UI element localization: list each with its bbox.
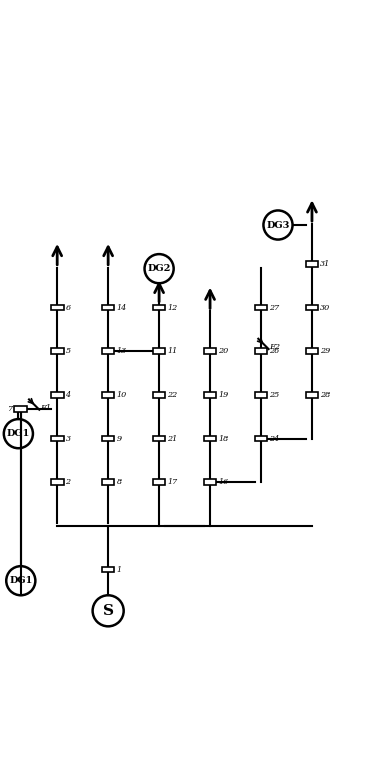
Bar	[153, 348, 165, 354]
Text: 26: 26	[269, 347, 280, 355]
Text: 17: 17	[167, 478, 178, 486]
Bar	[102, 392, 115, 398]
Bar	[153, 479, 165, 485]
Text: 1: 1	[117, 566, 122, 573]
Text: 19: 19	[218, 391, 229, 399]
Bar	[204, 348, 216, 354]
Bar	[153, 305, 165, 310]
Bar	[153, 435, 165, 441]
Text: 24: 24	[269, 434, 280, 442]
Text: 27: 27	[269, 303, 280, 311]
Text: 18: 18	[218, 434, 229, 442]
Bar	[255, 435, 267, 441]
Text: 9: 9	[117, 434, 122, 442]
Bar	[51, 479, 63, 485]
Text: S: S	[103, 604, 114, 618]
Text: F1: F1	[39, 404, 51, 412]
Bar	[51, 305, 63, 310]
Bar	[51, 392, 63, 398]
Text: DG1: DG1	[9, 576, 32, 585]
Text: 8: 8	[117, 478, 122, 486]
Text: 28: 28	[320, 391, 330, 399]
Text: 7: 7	[7, 406, 13, 413]
Text: DG3: DG3	[266, 221, 290, 229]
Text: 29: 29	[320, 347, 330, 355]
Text: 6: 6	[65, 303, 70, 311]
Text: 30: 30	[320, 303, 330, 311]
Text: 5: 5	[65, 347, 70, 355]
Text: 25: 25	[269, 391, 280, 399]
Bar	[204, 479, 216, 485]
Text: 21: 21	[167, 434, 178, 442]
Bar	[14, 406, 27, 413]
Bar	[306, 305, 318, 310]
Text: 20: 20	[218, 347, 229, 355]
Bar	[306, 261, 318, 267]
Text: 22: 22	[167, 391, 178, 399]
Text: 10: 10	[117, 391, 127, 399]
Bar	[306, 392, 318, 398]
Bar	[102, 435, 115, 441]
Text: DG2: DG2	[147, 264, 171, 273]
Bar	[102, 479, 115, 485]
Text: F2: F2	[269, 343, 280, 352]
Bar	[51, 348, 63, 354]
Text: 4: 4	[65, 391, 70, 399]
Bar	[102, 348, 115, 354]
Bar	[102, 566, 115, 573]
Text: 16: 16	[218, 478, 229, 486]
Bar	[153, 392, 165, 398]
Bar	[51, 435, 63, 441]
Text: 13: 13	[117, 347, 127, 355]
Text: 3: 3	[65, 434, 70, 442]
Text: DG1: DG1	[7, 429, 30, 438]
Text: 12: 12	[167, 303, 178, 311]
Text: 2: 2	[65, 478, 70, 486]
Bar	[306, 348, 318, 354]
Text: 14: 14	[117, 303, 127, 311]
Text: 11: 11	[167, 347, 178, 355]
Bar	[204, 435, 216, 441]
Bar	[255, 305, 267, 310]
Bar	[102, 305, 115, 310]
Bar	[255, 348, 267, 354]
Bar	[255, 392, 267, 398]
Text: 31: 31	[320, 260, 330, 268]
Bar	[204, 392, 216, 398]
